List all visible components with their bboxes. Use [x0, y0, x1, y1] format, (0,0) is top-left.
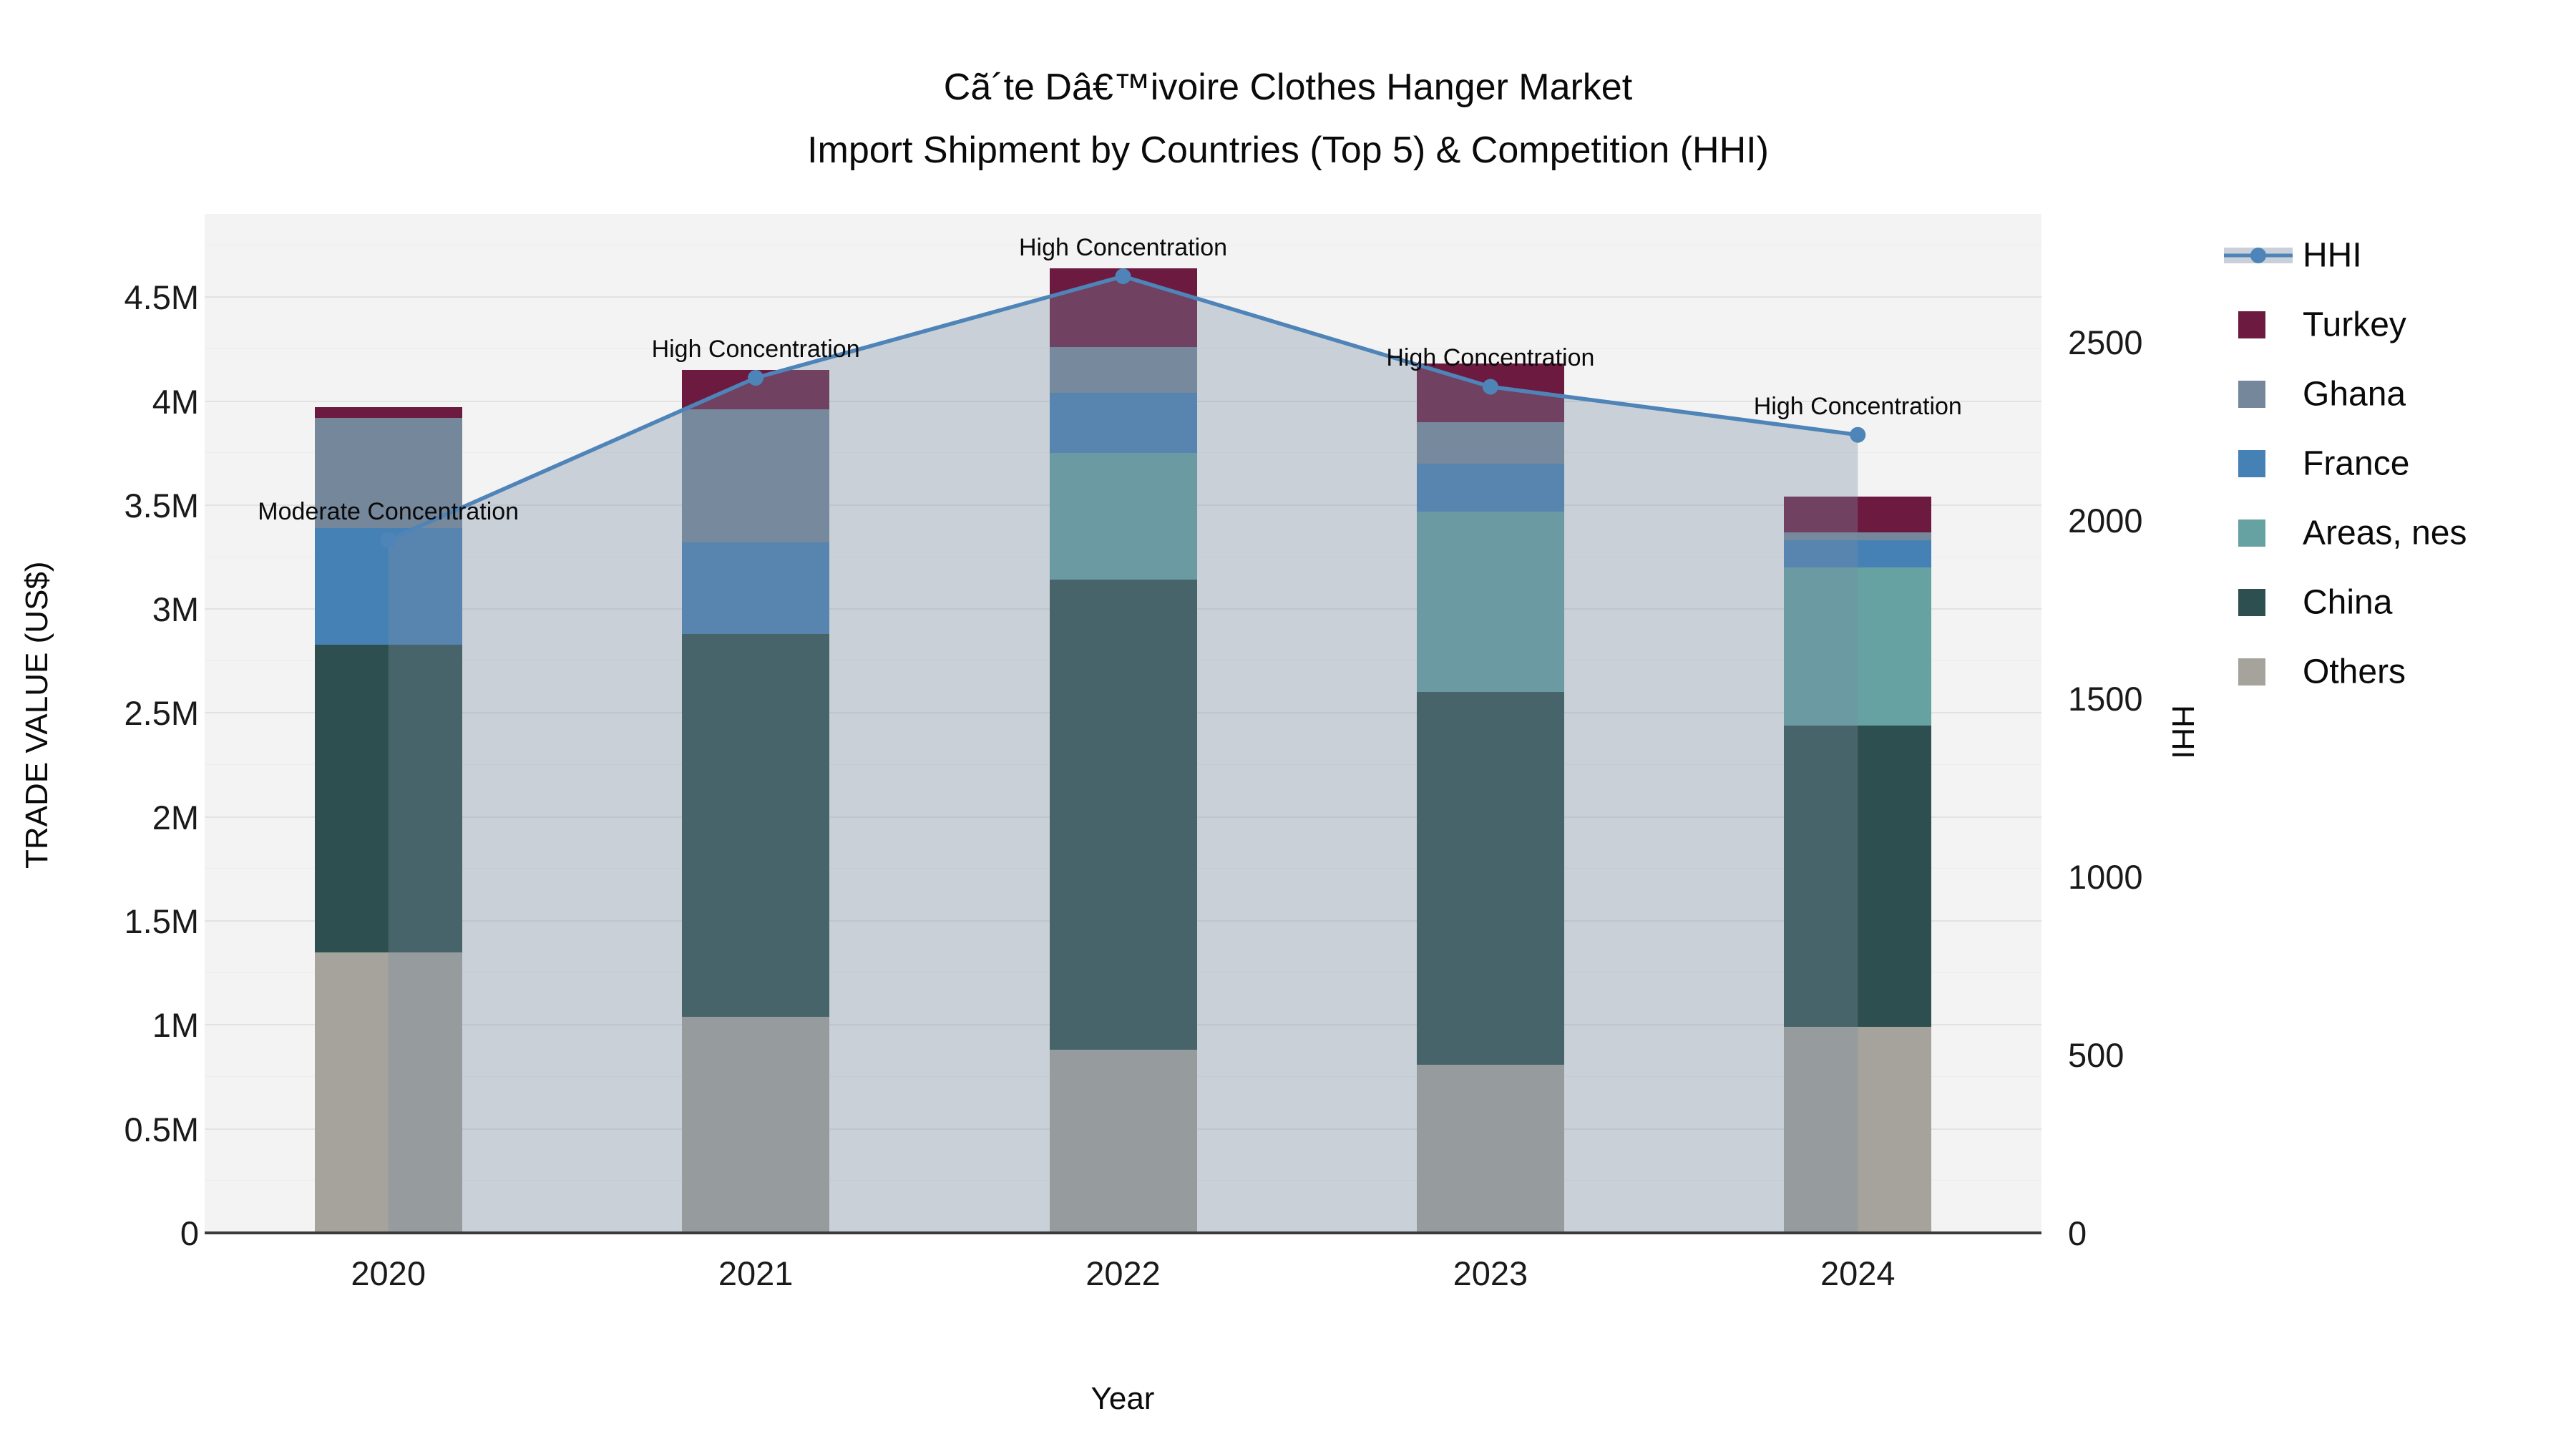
- hhi-marker-swatch: [2250, 248, 2266, 263]
- concentration-annotation-2023: High Concentration: [1386, 344, 1595, 372]
- right-axis-tick-label: 2500: [2068, 323, 2143, 362]
- x-axis-line: [205, 1231, 2041, 1234]
- legend-label: Others: [2303, 653, 2406, 691]
- legend-label: Ghana: [2303, 375, 2406, 414]
- right-axis-tick-label: 2000: [2068, 502, 2143, 540]
- legend-item-turkey[interactable]: Turkey: [2224, 306, 2539, 344]
- bar-segment-ghana-2022: [1049, 346, 1197, 393]
- bar-segment-france-2020: [314, 527, 462, 645]
- x-axis-tick-label: 2020: [351, 1254, 426, 1292]
- bar-segment-areas-nes-2022: [1049, 453, 1197, 580]
- concentration-annotation-2022: High Concentration: [1018, 234, 1228, 262]
- bar-segment-china-2023: [1416, 692, 1564, 1065]
- legend-item-ghana[interactable]: Ghana: [2224, 375, 2539, 414]
- left-axis-title: TRADE VALUE (US$): [19, 561, 54, 869]
- legend-label: Areas, nes: [2303, 514, 2467, 552]
- bar-segment-turkey-2021: [682, 369, 830, 410]
- bar-segment-france-2021: [682, 542, 830, 635]
- bar-segment-turkey-2022: [1049, 268, 1197, 347]
- left-axis-tick-label: 0: [180, 1214, 199, 1252]
- legend-color-swatch: [2238, 589, 2265, 616]
- legend-label: HHI: [2303, 236, 2362, 275]
- legend-color-swatch: [2238, 450, 2265, 477]
- bar-segment-france-2024: [1784, 540, 1932, 568]
- legend-label: Turkey: [2303, 306, 2406, 344]
- bar-segment-ghana-2023: [1416, 421, 1564, 464]
- x-axis-title: Year: [1091, 1381, 1155, 1416]
- legend-item-france[interactable]: France: [2224, 444, 2539, 483]
- bar-segment-france-2023: [1416, 463, 1564, 512]
- x-axis-tick-label: 2023: [1453, 1254, 1528, 1292]
- legend-label: France: [2303, 444, 2410, 483]
- legend-color-swatch: [2238, 311, 2265, 338]
- concentration-annotation-2024: High Concentration: [1753, 392, 1962, 420]
- bar-segment-others-2020: [314, 952, 462, 1233]
- left-axis-tick-label: 3M: [152, 590, 199, 629]
- bar-segment-others-2024: [1784, 1027, 1932, 1233]
- right-axis-title: HHI: [2165, 705, 2200, 759]
- concentration-annotation-2020: Moderate Concentration: [258, 497, 519, 525]
- bar-segment-france-2022: [1049, 392, 1197, 454]
- right-axis-tick-label: 1000: [2068, 858, 2143, 897]
- bar-segment-china-2024: [1784, 725, 1932, 1028]
- left-axis-tick-label: 1.5M: [124, 902, 200, 941]
- left-axis-tick-label: 4.5M: [124, 278, 200, 317]
- bar-segment-others-2021: [682, 1016, 830, 1233]
- bar-segment-areas-nes-2023: [1416, 511, 1564, 693]
- legend-label: China: [2303, 583, 2393, 622]
- legend-item-china[interactable]: China: [2224, 583, 2539, 622]
- x-axis-tick-label: 2024: [1820, 1254, 1896, 1292]
- bar-segment-china-2021: [682, 634, 830, 1017]
- bar-segment-ghana-2024: [1784, 532, 1932, 541]
- right-axis-tick-label: 1500: [2068, 680, 2143, 718]
- left-axis-tick-label: 2.5M: [124, 694, 200, 733]
- bar-segment-others-2023: [1416, 1064, 1564, 1233]
- bar-segment-others-2022: [1049, 1050, 1197, 1233]
- concentration-annotation-2021: High Concentration: [651, 336, 860, 364]
- right-axis-tick-label: 500: [2068, 1036, 2124, 1075]
- legend-item-areas-nes[interactable]: Areas, nes: [2224, 514, 2539, 552]
- left-axis-tick-label: 4M: [152, 382, 199, 421]
- chart-title-line1: Cã´te Dâ€™ivoire Clothes Hanger Market: [943, 67, 1633, 108]
- right-axis-tick-label: 0: [2068, 1214, 2087, 1252]
- left-axis-tick-label: 3.5M: [124, 486, 200, 525]
- bar-segment-china-2022: [1049, 580, 1197, 1050]
- legend-color-swatch: [2238, 519, 2265, 547]
- legend-item-hhi[interactable]: HHI: [2224, 236, 2539, 275]
- chart-title: Cã´te Dâ€™ivoire Clothes Hanger Market I…: [0, 56, 2576, 182]
- legend-color-swatch: [2238, 658, 2265, 686]
- bar-segment-areas-nes-2024: [1784, 567, 1932, 726]
- bar-segment-ghana-2021: [682, 409, 830, 543]
- left-axis-tick-label: 2M: [152, 798, 199, 836]
- legend-color-swatch: [2238, 381, 2265, 408]
- left-axis-tick-label: 0.5M: [124, 1110, 200, 1148]
- left-axis-tick-label: 1M: [152, 1006, 199, 1045]
- chart-title-line2: Import Shipment by Countries (Top 5) & C…: [807, 130, 1769, 171]
- bar-segment-turkey-2024: [1784, 497, 1932, 532]
- x-axis-tick-label: 2022: [1085, 1254, 1161, 1292]
- bar-segment-china-2020: [314, 644, 462, 952]
- legend-item-others[interactable]: Others: [2224, 653, 2539, 691]
- x-axis-tick-label: 2021: [718, 1254, 794, 1292]
- bar-segment-turkey-2020: [314, 407, 462, 418]
